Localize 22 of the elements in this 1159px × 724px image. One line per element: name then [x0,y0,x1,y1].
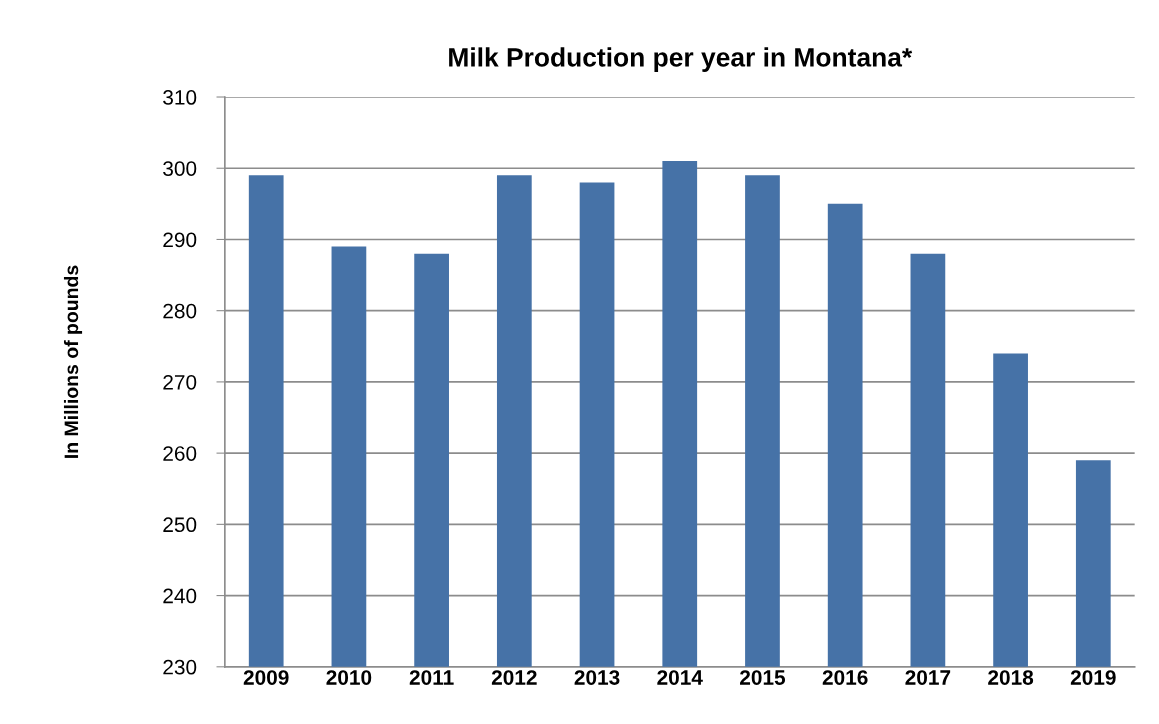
x-tick-label: 2012 [491,670,537,685]
x-tick-label: 2014 [657,670,703,685]
y-tick-label: 280 [163,303,197,319]
x-tick-label: 2010 [326,670,372,685]
x-tick-label: 2013 [574,670,620,685]
y-tick-label: 300 [163,161,197,176]
y-tick-label: 250 [163,517,197,533]
x-tick-label: 2018 [988,670,1034,685]
y-tick-label: 310 [163,90,197,105]
x-tick-label: 2011 [409,670,454,685]
y-axis-title: In Millions of pounds [63,265,83,458]
x-tick-label: 2009 [243,670,289,685]
y-tick-label: 230 [163,659,197,675]
y-tick-label: 240 [163,588,197,604]
y-tick-label: 290 [163,232,197,248]
chart-title: Milk Production per year in Montana* [449,47,913,72]
x-tick-label: 2015 [740,670,786,685]
x-tick-label: 2017 [905,670,951,685]
x-tick-label: 2019 [1070,670,1116,685]
y-tick-label: 260 [163,446,197,461]
x-tick-label: 2016 [822,670,868,685]
y-tick-label: 270 [163,374,197,390]
